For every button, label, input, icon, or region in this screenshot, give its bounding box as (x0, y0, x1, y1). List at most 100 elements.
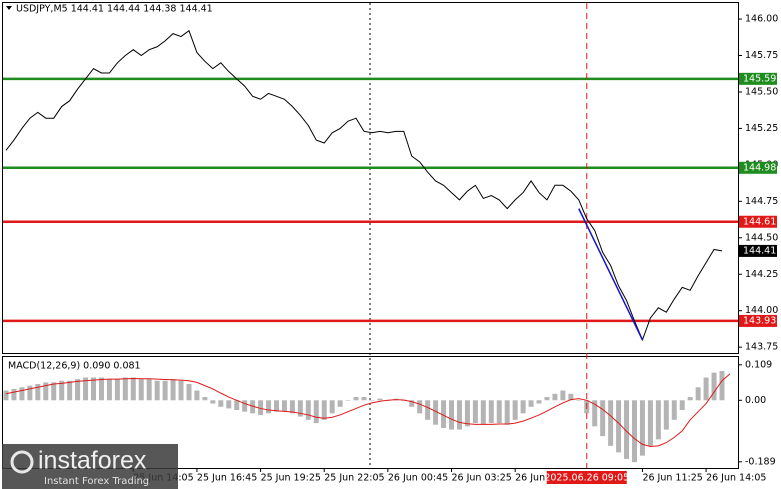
macd-bar (441, 400, 447, 428)
y-tick-label: 146.00 (745, 14, 778, 25)
macd-bar (138, 379, 144, 401)
macd-bar (655, 400, 661, 440)
macd-bar (449, 400, 455, 430)
macd-bar (568, 393, 574, 401)
macd-bar (401, 400, 407, 401)
y-tick-label: 144.75 (745, 196, 778, 207)
y-tick-label: 145.75 (745, 50, 778, 61)
watermark-brand: instaforex (38, 447, 147, 475)
macd-bar (337, 400, 343, 407)
level-label: 144.61 (743, 216, 776, 227)
trendline (578, 208, 644, 341)
macd-bar (154, 380, 160, 401)
macd-bar (639, 400, 645, 456)
macd-bar (608, 400, 614, 446)
y2-tick-label: 0.00 (745, 395, 766, 406)
level-label-box (739, 215, 777, 228)
y-tick-label: 145.25 (745, 123, 778, 134)
macd-bar (186, 384, 192, 401)
macd-bar (202, 397, 208, 401)
macd-bar (305, 400, 311, 420)
macd-bar (234, 400, 240, 411)
watermark: instaforex Instant Forex Trading (2, 444, 178, 489)
macd-bar (313, 400, 319, 424)
x-tick-label: 26 Jun 14:05 (706, 473, 766, 484)
macd-bar (67, 380, 73, 401)
macd-bar (480, 400, 486, 425)
level-label-box (739, 314, 777, 327)
x-tick-label: 26 Jun 11:25 (642, 473, 702, 484)
y-tick-label: 145.50 (745, 86, 778, 97)
y-tick-label: 144.50 (745, 232, 778, 243)
macd-bar (281, 400, 287, 412)
macd-bar (146, 379, 152, 401)
macd-bar (703, 377, 709, 401)
y2-tick-label: 0.109 (745, 359, 772, 370)
y-tick-label: 143.75 (745, 342, 778, 353)
macd-bar (576, 400, 582, 401)
macd-bar (345, 400, 351, 401)
x-tick-label: 26 Jun 06:05 (515, 473, 575, 484)
x-tick-label: 26 Jun 03:25 (452, 473, 512, 484)
macd-bar (130, 377, 136, 401)
crosshair-label-box (546, 471, 627, 484)
macd-bar (27, 385, 33, 401)
macd-bar (91, 377, 97, 401)
macd-bar (98, 377, 104, 401)
y-tick-label: 144.00 (745, 305, 778, 316)
macd-bar (122, 377, 128, 401)
macd-bar (647, 400, 653, 446)
macd-bar (178, 380, 184, 401)
macd-bar (273, 400, 279, 412)
macd-bar (106, 379, 112, 401)
macd-bar (210, 400, 216, 404)
macd-bar (560, 390, 566, 401)
macd-bar (488, 400, 494, 424)
macd-bar (512, 400, 518, 420)
macd-bar (520, 400, 526, 414)
macd-bar (624, 400, 630, 459)
macd-bar (289, 400, 295, 414)
crosshair-label: 2025.06.26 09:05 (544, 473, 629, 484)
macd-bar (592, 400, 598, 427)
macd-bar (536, 400, 542, 404)
y2-tick-label: -0.189 (745, 456, 776, 467)
macd-bar (663, 400, 669, 430)
macd-bar (19, 387, 25, 401)
macd-bar (671, 400, 677, 420)
macd-bar (329, 400, 335, 414)
macd-bar (504, 400, 510, 425)
macd-bar (75, 379, 81, 401)
macd-bar (250, 400, 256, 414)
macd-bar (3, 390, 9, 401)
macd-bar (297, 400, 303, 417)
macd-bar (496, 400, 502, 424)
watermark-tagline: Instant Forex Trading (44, 476, 149, 487)
macd-bar (687, 397, 693, 401)
x-tick-label: 25 Jun 19:25 (261, 473, 321, 484)
price-line (5, 29, 723, 342)
x-tick-label: 25 Jun 22:05 (324, 473, 384, 484)
level-label-box (739, 72, 777, 85)
macd-bar (258, 400, 264, 415)
macd-bar (369, 400, 375, 401)
current-price-box (739, 244, 777, 257)
chart-title: USDJPY,M5 144.41 144.44 144.38 144.41 (16, 4, 213, 15)
macd-bar (194, 390, 200, 401)
macd-bar (631, 400, 637, 463)
macd-bar (170, 379, 176, 401)
macd-bar (11, 388, 17, 401)
macd-bar (552, 393, 558, 401)
macd-bar (528, 400, 534, 407)
macd-bar (711, 372, 717, 401)
macd-signal (5, 373, 731, 448)
macd-bar (679, 400, 685, 411)
level-label: 144.98 (743, 162, 776, 173)
macd-bar (114, 379, 120, 401)
macd-bar (417, 400, 423, 414)
macd-bar (43, 382, 49, 401)
macd-bar (242, 400, 248, 412)
macd-bar (83, 377, 89, 401)
macd-panel (2, 356, 739, 469)
